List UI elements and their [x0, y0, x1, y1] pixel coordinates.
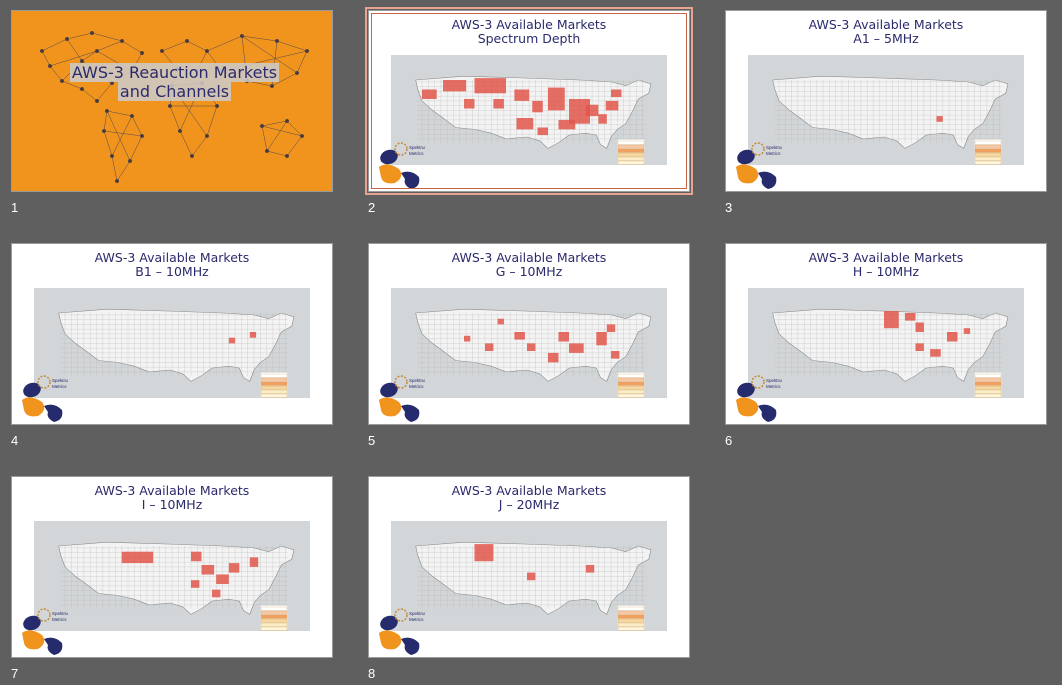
cover-title: AWS-3 Reauction Markets and Channels [67, 63, 282, 101]
slide-cell-4: AWS-3 Available Markets B1 – 10MHz Spekt… [11, 243, 333, 448]
slide-title-line-1: AWS-3 Available Markets [94, 250, 250, 265]
slide-cell-5: AWS-3 Available Markets G – 10MHz Spektr… [368, 243, 690, 448]
spektrum-logo-icon: SpektrumMetrics [379, 608, 425, 655]
slide-title-line-1: AWS-3 Available Markets [808, 250, 964, 265]
slide-number-8: 8 [368, 666, 376, 681]
legend-icon [617, 605, 645, 631]
slide-title-line-2: A1 – 5MHz [853, 31, 919, 46]
slide-cell-6: AWS-3 Available Markets H – 10MHz Spektr… [725, 243, 1047, 448]
slide-title-line-2: Spectrum Depth [477, 31, 581, 46]
spektrum-logo-icon: SpektrumMetrics [379, 375, 425, 422]
spektrum-logo-icon: SpektrumMetrics [736, 375, 782, 422]
slide-title-line-1: AWS-3 Available Markets [808, 17, 964, 32]
slide-number-5: 5 [368, 433, 376, 448]
legend-icon [260, 605, 288, 631]
slide-title-line-1: AWS-3 Available Markets [451, 17, 607, 32]
spektrum-logo-icon: SpektrumMetrics [736, 142, 782, 189]
slide-thumbnail-5[interactable]: AWS-3 Available Markets G – 10MHz Spektr… [368, 243, 690, 425]
slide-title: AWS-3 Available Markets Spectrum Depth [369, 18, 689, 46]
legend-icon [260, 372, 288, 398]
slide-cell-8: AWS-3 Available Markets J – 20MHz Spektr… [368, 476, 690, 681]
slide-title-line-2: H – 10MHz [852, 264, 920, 279]
legend-icon [617, 139, 645, 165]
logo-text-1: Spektrum [52, 611, 68, 616]
slide-title-line-1: AWS-3 Available Markets [451, 483, 607, 498]
logo-text-2: Metrics [409, 384, 424, 389]
spektrum-logo-icon: SpektrumMetrics [379, 142, 425, 189]
slide-title: AWS-3 Available Markets A1 – 5MHz [726, 18, 1046, 46]
slide-number-4: 4 [11, 433, 19, 448]
world-network-icon [39, 30, 310, 184]
slide-number-6: 6 [725, 433, 733, 448]
slide-number-1: 1 [11, 200, 19, 215]
slide-cell-2: AWS-3 Available Markets Spectrum Depth S… [365, 7, 693, 215]
slide-thumbnail-4[interactable]: AWS-3 Available Markets B1 – 10MHz Spekt… [11, 243, 333, 425]
legend-icon [974, 372, 1002, 398]
slide-number-3: 3 [725, 200, 733, 215]
slide-number-7: 7 [11, 666, 19, 681]
logo-text-2: Metrics [409, 151, 424, 156]
spektrum-logo-icon: SpektrumMetrics [22, 608, 68, 655]
logo-text-1: Spektrum [409, 611, 425, 616]
slide-title-line-2: I – 10MHz [141, 497, 203, 512]
slide-thumbnail-1[interactable]: AWS-3 Reauction Markets and Channels [11, 10, 333, 192]
slide-thumbnail-2[interactable]: AWS-3 Available Markets Spectrum Depth S… [365, 7, 693, 195]
slide-title-line-2: J – 20MHz [498, 497, 560, 512]
logo-text-1: Spektrum [766, 378, 782, 383]
spektrum-logo-icon: SpektrumMetrics [22, 375, 68, 422]
legend-icon [617, 372, 645, 398]
slide-cell-1: AWS-3 Reauction Markets and Channels 1 [11, 10, 333, 215]
logo-text-2: Metrics [766, 384, 781, 389]
slide-title: AWS-3 Available Markets G – 10MHz [369, 251, 689, 279]
slide-title-line-1: AWS-3 Available Markets [94, 483, 250, 498]
legend-icon [974, 139, 1002, 165]
logo-text-1: Spektrum [52, 378, 68, 383]
logo-text-1: Spektrum [766, 145, 782, 150]
slide-title: AWS-3 Available Markets I – 10MHz [12, 484, 332, 512]
cover-title-line-1: AWS-3 Reauction Markets [69, 63, 280, 82]
slide-thumbnail-6[interactable]: AWS-3 Available Markets H – 10MHz Spektr… [725, 243, 1047, 425]
slide-number-2: 2 [368, 200, 376, 215]
slide-title: AWS-3 Available Markets H – 10MHz [726, 251, 1046, 279]
logo-text-2: Metrics [52, 384, 67, 389]
cover-title-line-2: and Channels [117, 82, 232, 101]
logo-text-1: Spektrum [409, 145, 425, 150]
logo-text-2: Metrics [409, 617, 424, 622]
slide-title-line-2: G – 10MHz [495, 264, 563, 279]
logo-text-1: Spektrum [409, 378, 425, 383]
logo-text-2: Metrics [52, 617, 67, 622]
slide-thumbnail-3[interactable]: AWS-3 Available Markets A1 – 5MHz Spektr… [725, 10, 1047, 192]
slide-title-line-2: B1 – 10MHz [135, 264, 209, 279]
slide-thumbnail-8[interactable]: AWS-3 Available Markets J – 20MHz Spektr… [368, 476, 690, 658]
logo-text-2: Metrics [766, 151, 781, 156]
slide-cell-3: AWS-3 Available Markets A1 – 5MHz Spektr… [725, 10, 1047, 215]
slide-cell-7: AWS-3 Available Markets I – 10MHz Spektr… [11, 476, 333, 681]
slide-title: AWS-3 Available Markets J – 20MHz [369, 484, 689, 512]
slide-title-line-1: AWS-3 Available Markets [451, 250, 607, 265]
slide-thumbnail-7[interactable]: AWS-3 Available Markets I – 10MHz Spektr… [11, 476, 333, 658]
slide-title: AWS-3 Available Markets B1 – 10MHz [12, 251, 332, 279]
